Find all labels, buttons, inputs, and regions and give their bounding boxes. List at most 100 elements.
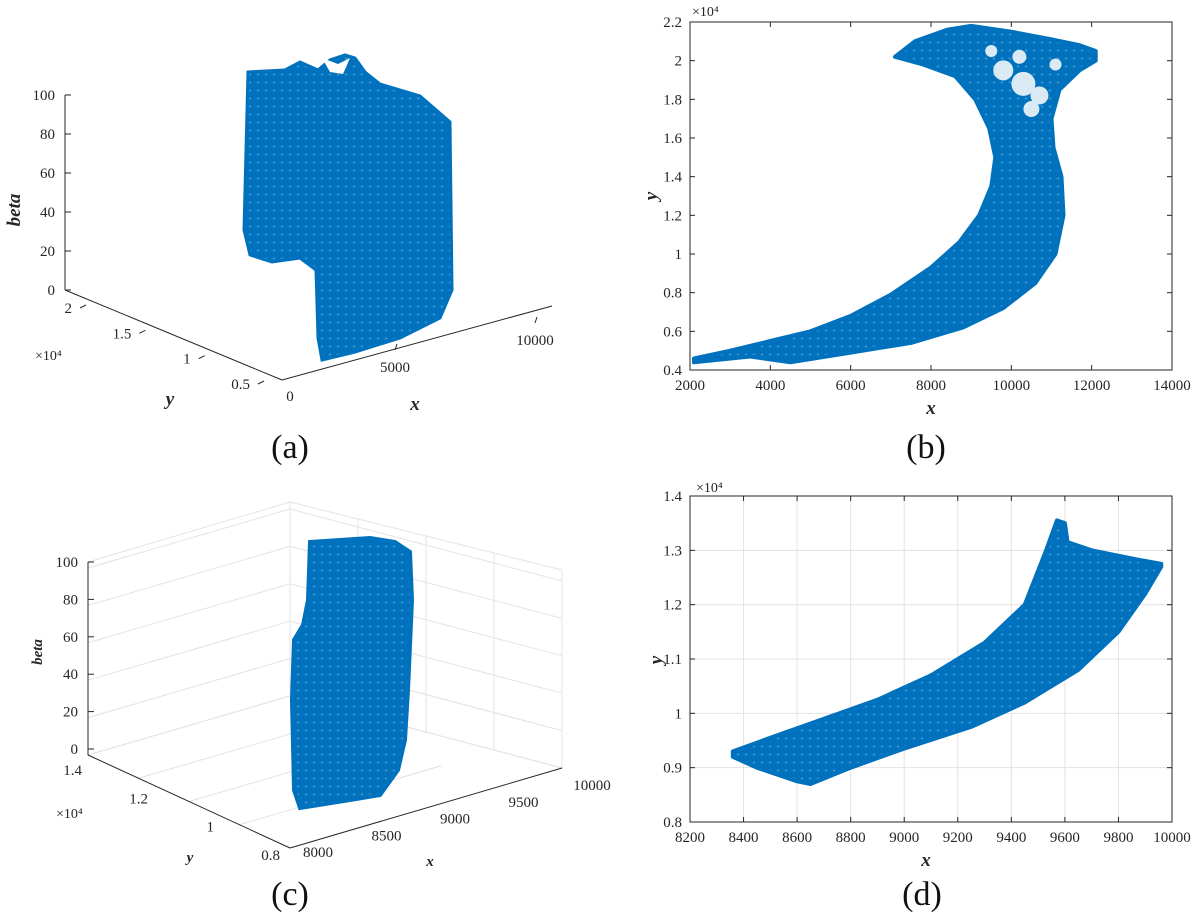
panel-d-caption: (d) (902, 876, 942, 913)
panel-d-2d-scatter: 8200 8400 8600 8800 9000 9200 9400 9600 9800 1000… (646, 481, 1191, 913)
c-z-tick-label: 0 (71, 742, 79, 758)
y-tick-label: 1.6 (663, 131, 682, 147)
sparse-gap (1049, 58, 1062, 71)
panel-c-z-ticks: 0 20 40 60 80 100 (56, 555, 94, 758)
y-tick-label: 0.6 (663, 324, 682, 340)
a-z-tick-label: 100 (33, 88, 56, 104)
c-z-gridline-left (87, 545, 291, 606)
y-tick-label: 0.8 (663, 815, 682, 831)
c-z-tick-label: 80 (63, 592, 78, 608)
a-x-tick-mark (394, 343, 398, 351)
a-y-tick-label: 1 (183, 352, 191, 368)
sparse-gap (993, 60, 1014, 81)
panel-a-axes (64, 95, 553, 381)
panel-c-xlabel: x (425, 854, 434, 870)
y-tick-label: 2 (675, 54, 683, 70)
a-z-tick-label: 0 (48, 283, 56, 299)
panel-b-point-cloud (692, 23, 1098, 365)
a-y-tick-mark (257, 380, 265, 385)
panel-c-3d-scatter: 0 20 40 60 80 100 1.4 1.2 1 0.8 8000 8500 9000 9500… (30, 501, 611, 913)
c-z-gridline-left (87, 658, 291, 719)
panel-a-x-origin: 0 (286, 389, 294, 405)
a-z-tick-label: 60 (40, 166, 55, 182)
c-y-tick-label: 0.8 (261, 848, 280, 864)
panel-d-ylabel: y (646, 655, 667, 666)
panel-a-xlabel: x (409, 394, 420, 415)
y-tick-label: 1.8 (663, 92, 682, 108)
panel-c-caption: (c) (271, 876, 309, 913)
x-tick-label: 9200 (943, 830, 973, 846)
y-tick-label: 0.4 (663, 363, 682, 379)
y-tick-label: 1 (675, 247, 683, 263)
a-y-tick-label: 0.5 (231, 377, 250, 393)
y-tick-label: 2.2 (663, 15, 682, 31)
a-x-tick-mark (534, 316, 538, 324)
sparse-gap (985, 45, 998, 57)
panel-b-ylabel: y (641, 191, 662, 202)
a-y-tick-mark (139, 329, 146, 334)
x-tick-label: 10000 (1153, 830, 1191, 846)
sparse-gap (1030, 86, 1049, 105)
c-z-tick-label: 20 (63, 705, 78, 721)
y-tick-label: 1.4 (663, 489, 682, 505)
panel-b-xlabel: x (925, 398, 936, 419)
y-tick-label: 1.1 (663, 652, 682, 668)
a-x-tick-label: 5000 (380, 360, 410, 376)
sparse-gap (1011, 71, 1036, 96)
y-tick-label: 1 (675, 706, 683, 722)
panel-d-y-exponent: ×10⁴ (696, 481, 723, 496)
panel-a-z-ticks: 0 20 40 60 80 100 (33, 88, 71, 299)
a-y-tick-label: 1.5 (113, 326, 132, 342)
c-x-tick-label: 8500 (372, 828, 402, 844)
c-y-tick-label: 1.4 (63, 763, 82, 779)
panel-c-x-ticks: 8000 8500 9000 9500 10000 (303, 778, 611, 861)
panel-b-caption: (b) (906, 429, 946, 466)
panel-a-ylabel: y (164, 389, 175, 410)
c-y-tick-label: 1.2 (129, 791, 148, 807)
panel-a-y-ticks: 2 1.5 1 0.5 (65, 301, 265, 393)
x-tick-label: 8400 (729, 830, 759, 846)
x-tick-label: 8800 (836, 830, 866, 846)
panel-c-zlabel: beta (30, 639, 46, 665)
sparse-gap (1012, 49, 1027, 64)
panel-b-y-exponent: ×10⁴ (692, 5, 719, 20)
panel-a-y-exponent: ×10⁴ (35, 349, 62, 364)
x-tick-label: 12000 (1073, 378, 1111, 394)
c-z-tick-label: 60 (63, 630, 78, 646)
panel-a-notch (322, 58, 350, 74)
c-z-tick-label: 40 (63, 667, 78, 683)
x-tick-label: 2000 (675, 378, 705, 394)
x-tick-label: 9800 (1103, 830, 1133, 846)
x-tick-label: 8000 (916, 378, 946, 394)
a-y-tick-mark (79, 304, 87, 309)
y-tick-label: 1.3 (663, 543, 682, 559)
a-y-tick-mark (198, 355, 205, 360)
c-x-tick-label: 10000 (573, 778, 611, 794)
panel-d-y-ticks: 0.8 0.9 1 1.1 1.2 1.3 1.4 (663, 489, 1172, 831)
c-x-tick-label: 8000 (303, 845, 333, 861)
panel-a-point-cloud (242, 53, 454, 362)
panel-b-sparse-region (985, 45, 1062, 117)
c-x-tick-label: 9500 (509, 795, 539, 811)
panel-b-2d-scatter: 2000 4000 6000 8000 10000 12000 14000 0.40.60.… (641, 5, 1191, 466)
panel-c-point-cloud (289, 535, 415, 811)
c-z-gridline-left (87, 583, 291, 644)
panel-c-axes (87, 562, 563, 849)
panel-c-y-exponent: ×10⁴ (56, 807, 83, 822)
c-z-gridline-left (87, 508, 291, 569)
x-tick-label: 9600 (1050, 830, 1080, 846)
a-z-tick-label: 40 (40, 205, 55, 221)
x-tick-label: 4000 (755, 378, 785, 394)
panel-d-x-ticks: 8200 8400 8600 8800 9000 9200 9400 9600 9800 1000… (675, 496, 1191, 846)
panel-b-x-ticks: 2000 4000 6000 8000 10000 12000 14000 (675, 22, 1191, 394)
panel-b-y-ticks: 0.4 0.6 0.8 1 1.2 1.4 1.6 1.8 2 2.2 (663, 15, 1172, 379)
y-tick-label: 0.8 (663, 286, 682, 302)
x-tick-label: 10000 (993, 378, 1031, 394)
a-x-tick-label: 10000 (516, 333, 554, 349)
x-tick-label: 9000 (889, 830, 919, 846)
c-x-tick-label: 9000 (440, 812, 470, 828)
y-tick-label: 1.4 (663, 170, 682, 186)
a-y-tick-label: 2 (65, 301, 73, 317)
x-tick-label: 14000 (1153, 378, 1191, 394)
